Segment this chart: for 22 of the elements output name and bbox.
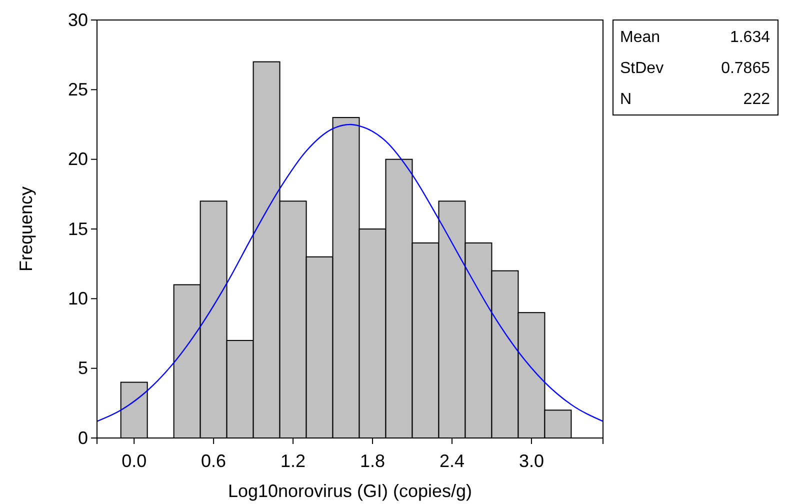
text: 0.7865 — [721, 60, 770, 77]
x-tick-label: 2.4 — [439, 450, 465, 471]
y-tick-label: 25 — [68, 79, 88, 100]
x-tick-label: 0.0 — [122, 450, 147, 471]
text: StDev — [620, 60, 664, 77]
y-tick-label: 10 — [68, 288, 88, 308]
x-tick-label: 0.6 — [201, 450, 226, 471]
text: Mean — [620, 29, 660, 46]
y-tick-label: 0 — [78, 428, 88, 448]
y-tick-label: 30 — [68, 10, 88, 30]
y-tick-label: 5 — [78, 358, 88, 378]
x-tick-label: 1.8 — [360, 450, 386, 471]
x-axis-title: Log10norovirus (GI) (copies/g) — [228, 481, 472, 501]
y-axis-title: Frequency — [16, 186, 36, 272]
y-tick-label: 15 — [68, 218, 88, 239]
text: N — [620, 91, 632, 108]
y-tick-label: 20 — [68, 149, 88, 170]
line-series — [96, 124, 604, 422]
text: 1.634 — [730, 29, 770, 46]
x-tick-label: 3.0 — [518, 450, 544, 471]
x-tick-label: 1.2 — [280, 450, 306, 471]
text: 222 — [743, 91, 770, 108]
